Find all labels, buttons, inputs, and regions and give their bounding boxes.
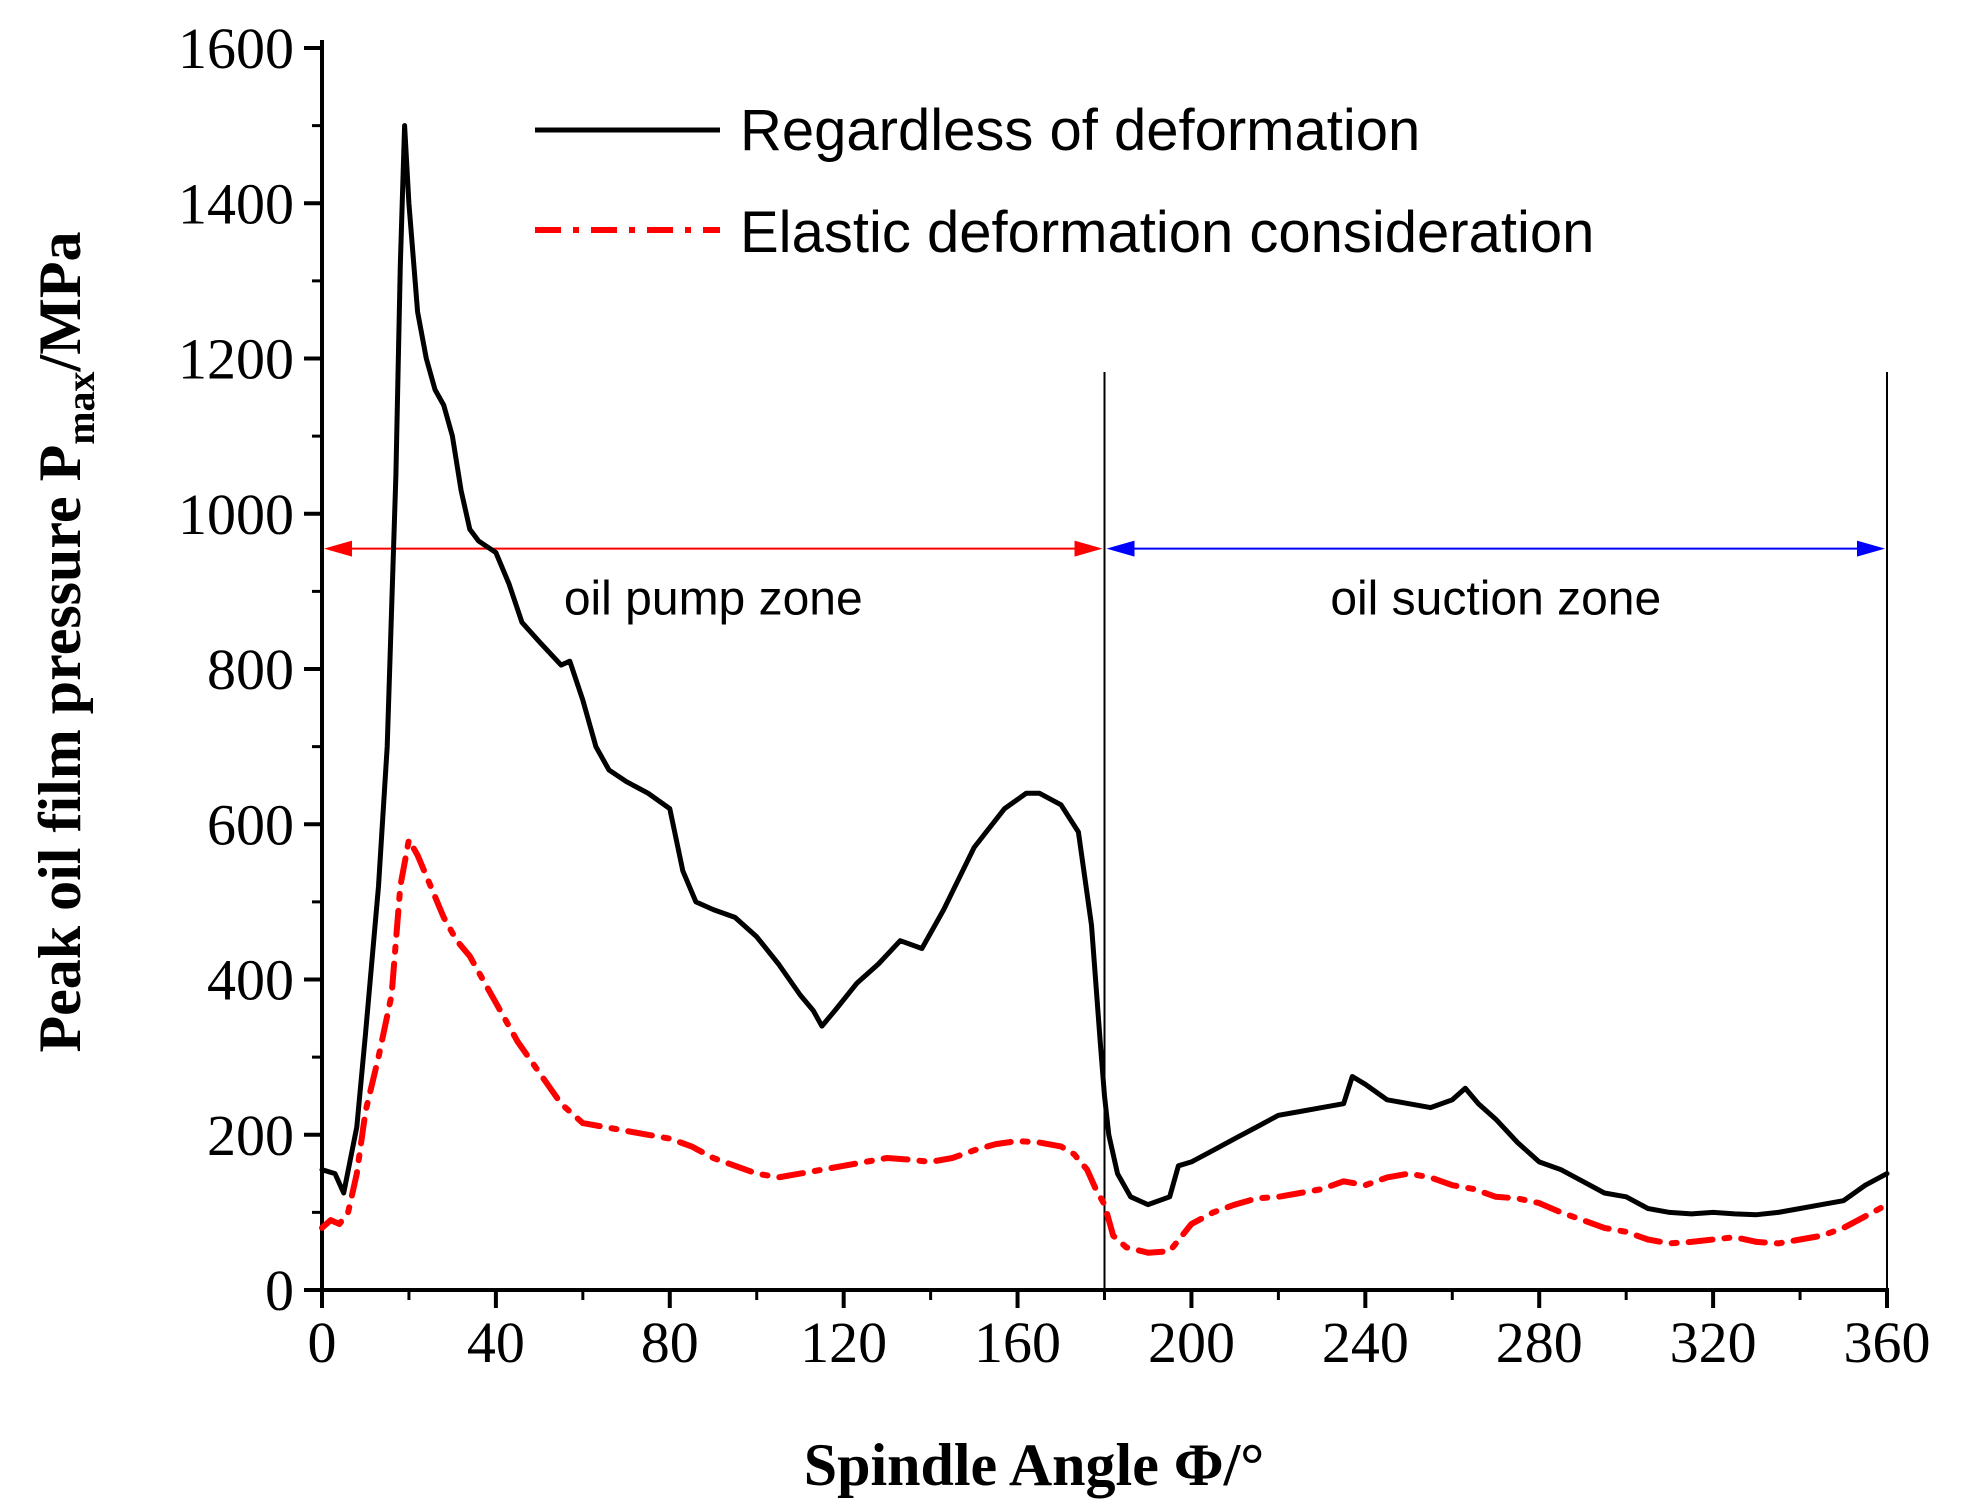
x-tick-label: 160 [974,1310,1061,1375]
legend: Regardless of deformation Elastic deform… [535,98,1594,265]
y-axis-title-main: Peak oil film pressure [27,496,93,1052]
legend-label-elastic: Elastic deformation consideration [740,200,1594,265]
arrow-left-icon [324,540,352,557]
series-line-elastic-deformation [319,836,1890,1256]
x-tick-label: 360 [1844,1310,1931,1375]
y-axis-symbol: P [27,445,93,482]
x-tick-label: 40 [467,1310,525,1375]
y-tick-label: 1000 [178,482,294,547]
x-tick-label: 120 [800,1310,887,1375]
zone-annotation: oil suction zone [1106,540,1885,626]
series-line-regardless-of-deformation [319,123,1890,1218]
zone-annotations: oil pump zone oil suction zone [324,540,1885,626]
zone-label: oil suction zone [1330,573,1661,626]
legend-label-regardless: Regardless of deformation [740,98,1420,163]
x-tick-label: 240 [1322,1310,1409,1375]
x-axis-title: Spindle Angle Φ/° [804,1432,1265,1498]
zone-dividers [1103,372,1888,1290]
zone-label: oil pump zone [564,573,863,626]
data-series [319,123,1890,1256]
y-tick-label: 0 [265,1258,294,1323]
x-ticks: 0 40 80 120 160 200 240 280 320 360 [308,1290,1931,1375]
y-tick-label: 200 [207,1103,294,1168]
arrow-right-icon [1857,540,1885,557]
x-tick-label: 0 [308,1310,337,1375]
y-tick-label: 400 [207,948,294,1013]
arrow-right-icon [1074,540,1103,557]
y-tick-label: 1400 [178,171,294,236]
zone-annotation: oil pump zone [324,540,1103,626]
y-axis-unit: /MPa [27,231,93,372]
x-tick-label: 320 [1670,1310,1757,1375]
x-tick-label: 80 [641,1310,699,1375]
y-axis-title: Peak oil film pressure Pmax/MPa [27,231,103,1052]
y-tick-label: 1200 [178,327,294,392]
y-tick-label: 1600 [178,16,294,81]
x-tick-label: 280 [1496,1310,1583,1375]
y-ticks: 0 200 400 600 800 1000 1200 1400 1600 [178,16,322,1323]
arrow-left-icon [1106,540,1135,557]
y-axis-subscript: max [58,371,103,444]
y-tick-label: 600 [207,792,294,857]
y-tick-label: 800 [207,637,294,702]
x-tick-label: 200 [1148,1310,1235,1375]
